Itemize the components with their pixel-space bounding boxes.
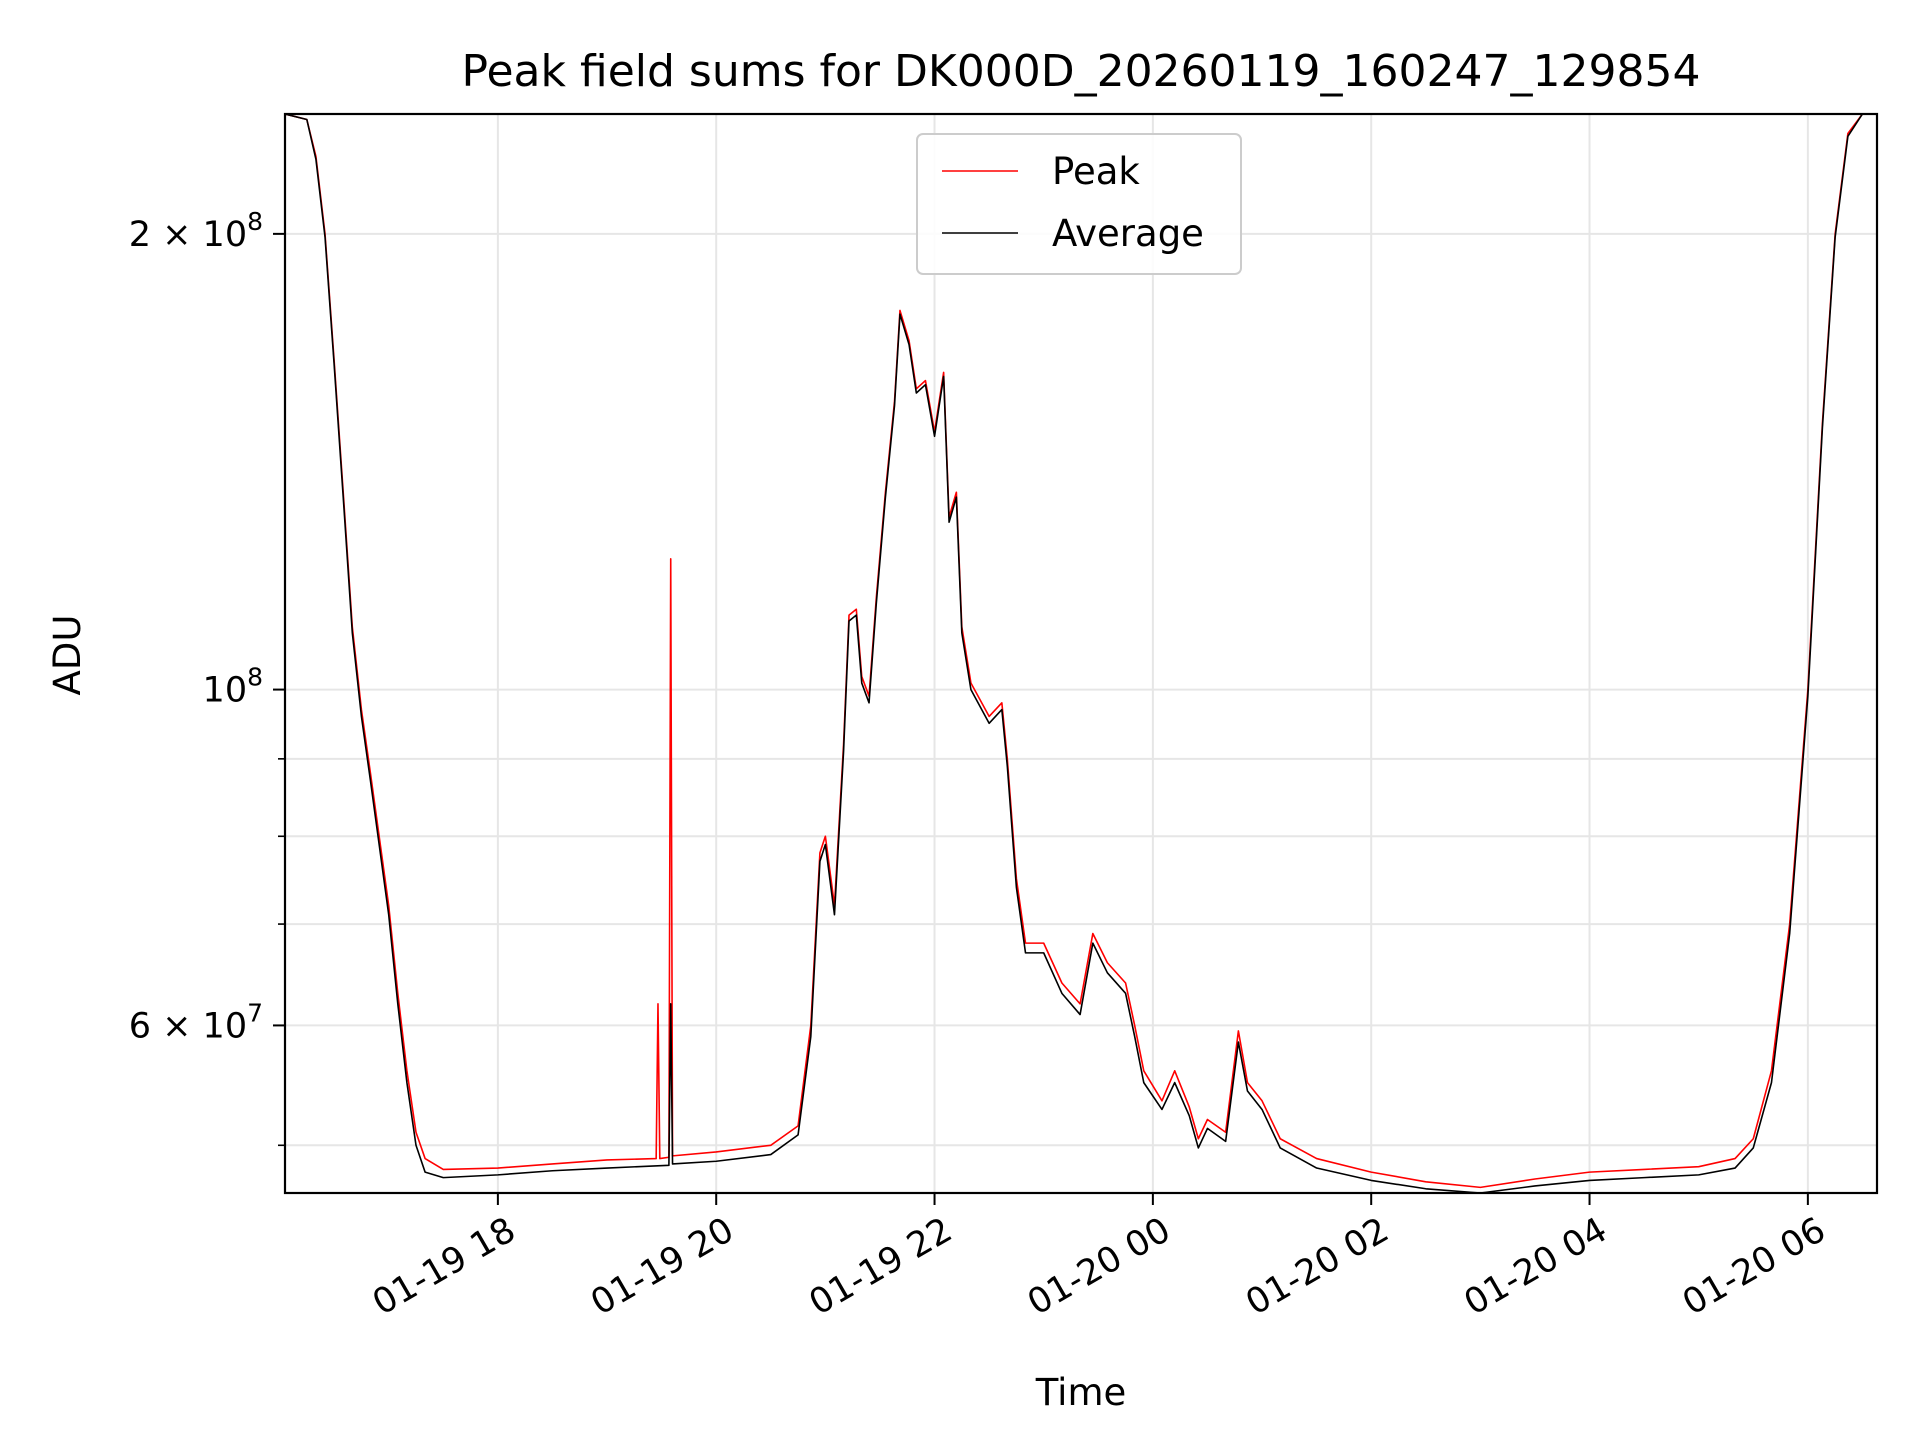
y-tick-label: 6 × 107 [129,998,263,1046]
y-tick-label: 2 × 108 [129,207,263,255]
legend-label-peak: Peak [1052,150,1140,193]
chart-title: Peak field sums for DK000D_20260119_1602… [462,46,1701,97]
legend: Peak Average [917,134,1241,274]
y-tick-exponent: 8 [247,207,263,236]
y-tick-mantissa: 6 × 10 [129,1006,247,1046]
y-tick-exponent: 7 [247,998,263,1027]
y-tick-mantissa: 10 [203,671,248,711]
y-axis-label: ADU [46,615,89,696]
y-tick-mantissa: 2 × 10 [129,215,247,255]
x-axis-label: Time [1035,1371,1127,1414]
y-tick-exponent: 8 [247,663,263,692]
legend-label-average: Average [1052,212,1204,255]
